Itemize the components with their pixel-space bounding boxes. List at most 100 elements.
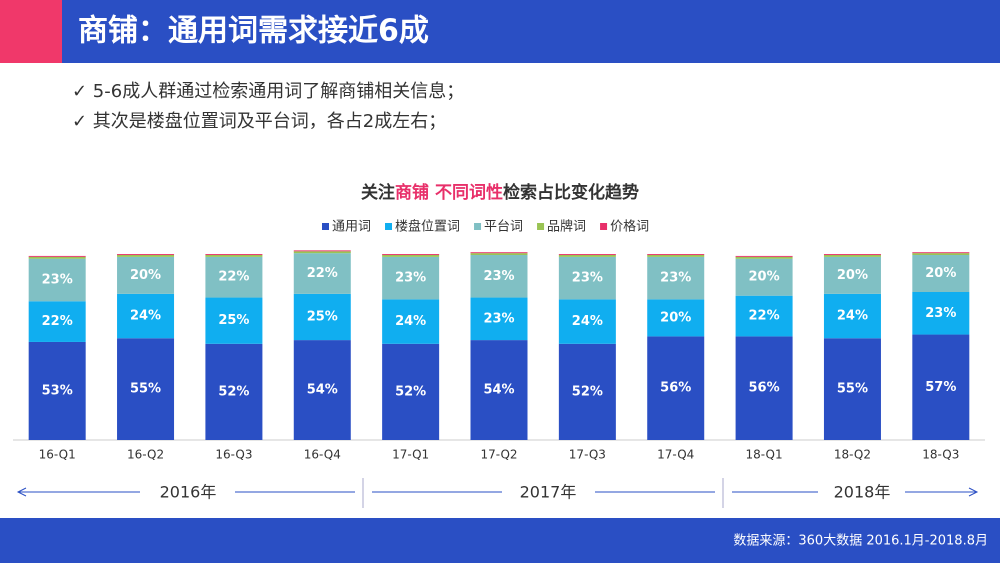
bar-segment	[205, 255, 263, 257]
x-tick-label: 16-Q2	[127, 448, 164, 462]
data-label: 52%	[572, 384, 603, 399]
title-part: 检索占比变化趋势	[503, 182, 639, 203]
data-label: 56%	[660, 381, 691, 396]
x-tick-label: 17-Q2	[480, 448, 517, 462]
bar-segment	[735, 255, 793, 257]
bar-segment	[912, 292, 970, 335]
x-tick-label: 18-Q3	[922, 448, 959, 462]
x-tick-label: 16-Q1	[39, 448, 76, 462]
legend-swatch	[537, 223, 545, 230]
data-label: 23%	[483, 269, 514, 284]
bar-segment	[293, 251, 351, 254]
bar-segment	[205, 343, 263, 440]
bar-segment	[470, 253, 528, 255]
bar-segment	[558, 299, 616, 344]
legend-swatch	[474, 223, 482, 230]
title-part: 商铺 不同词性	[395, 182, 503, 203]
bar-segment	[382, 256, 440, 300]
bar-segment	[382, 254, 440, 255]
data-label: 23%	[42, 272, 73, 287]
data-label: 20%	[749, 270, 780, 285]
bar-segment	[823, 293, 881, 339]
bar-segment	[558, 343, 616, 440]
bar-segment	[647, 255, 705, 257]
bar-segment	[293, 253, 351, 294]
year-label: 2018年	[834, 483, 891, 502]
bullet: ✓ 5-6成人群通过检索通用词了解商铺相关信息；	[72, 81, 464, 102]
data-label: 20%	[837, 268, 868, 283]
data-label: 24%	[395, 314, 426, 329]
legend-label: 平台词	[484, 220, 523, 235]
data-label: 55%	[130, 382, 161, 397]
data-label: 56%	[749, 381, 780, 396]
bar-segment	[470, 340, 528, 440]
bar-segment	[647, 256, 705, 300]
bar-segment	[823, 254, 881, 255]
data-label: 24%	[837, 309, 868, 324]
bar-segment	[912, 255, 970, 292]
data-label: 54%	[307, 383, 338, 398]
bar-segment	[735, 336, 793, 440]
bar-segment	[558, 256, 616, 300]
bar-segment	[205, 254, 263, 255]
x-tick-label: 17-Q1	[392, 448, 429, 462]
bar-segment	[912, 253, 970, 255]
data-label: 23%	[660, 271, 691, 286]
data-label: 22%	[749, 309, 780, 324]
legend-swatch	[385, 223, 393, 230]
data-label: 55%	[837, 382, 868, 397]
bar-segment	[293, 293, 351, 341]
bar-segment	[117, 256, 175, 294]
bar-segment	[293, 340, 351, 440]
bar-segment	[28, 258, 86, 302]
data-label: 52%	[395, 384, 426, 399]
data-label: 54%	[483, 383, 514, 398]
year-label: 2016年	[160, 483, 217, 502]
bar-segment	[735, 256, 793, 259]
data-label: 53%	[42, 383, 73, 398]
data-label: 24%	[130, 309, 161, 324]
year-axis	[16, 478, 979, 508]
footer-band	[0, 518, 1000, 563]
data-label: 22%	[218, 270, 249, 285]
bar-segment	[470, 252, 528, 254]
bar-segment	[735, 295, 793, 337]
data-label: 25%	[218, 313, 249, 328]
legend-label: 通用词	[332, 220, 371, 235]
bar-segment	[382, 343, 440, 440]
bar-segment	[912, 334, 970, 440]
bar-segment	[28, 301, 86, 342]
data-label: 23%	[572, 271, 603, 286]
data-label: 20%	[925, 266, 956, 281]
bar-segment	[28, 255, 86, 257]
bar-segment	[382, 299, 440, 344]
data-label: 52%	[218, 384, 249, 399]
year-label: 2017年	[520, 483, 577, 502]
bar-segment	[647, 336, 705, 440]
x-tick-label: 17-Q4	[657, 448, 694, 462]
source: 数据来源：360大数据 2016.1月-2018.8月	[733, 534, 988, 549]
bar-segment	[470, 297, 528, 341]
bar-segment	[28, 256, 86, 259]
bar-segment	[912, 252, 970, 254]
bar-segment	[293, 250, 351, 252]
header-title: 商铺：通用词需求接近6成	[78, 14, 429, 49]
title-part: 关注	[361, 182, 395, 203]
bar-segment	[823, 338, 881, 440]
bar-segment	[382, 255, 440, 257]
x-tick-label: 18-Q2	[834, 448, 871, 462]
bar-segment	[735, 258, 793, 296]
data-label: 20%	[660, 310, 691, 325]
bar-segment	[205, 256, 263, 298]
data-label: 24%	[572, 314, 603, 329]
x-tick-label: 16-Q4	[304, 448, 341, 462]
x-tick-label: 18-Q1	[746, 448, 783, 462]
bar-segment	[117, 338, 175, 440]
bar-segment	[823, 256, 881, 294]
data-label: 23%	[395, 271, 426, 286]
bar-segment	[28, 341, 86, 440]
bar-segment	[823, 255, 881, 257]
x-tick-label: 17-Q3	[569, 448, 606, 462]
bar-segment	[205, 297, 263, 344]
x-tick-label: 16-Q3	[215, 448, 252, 462]
